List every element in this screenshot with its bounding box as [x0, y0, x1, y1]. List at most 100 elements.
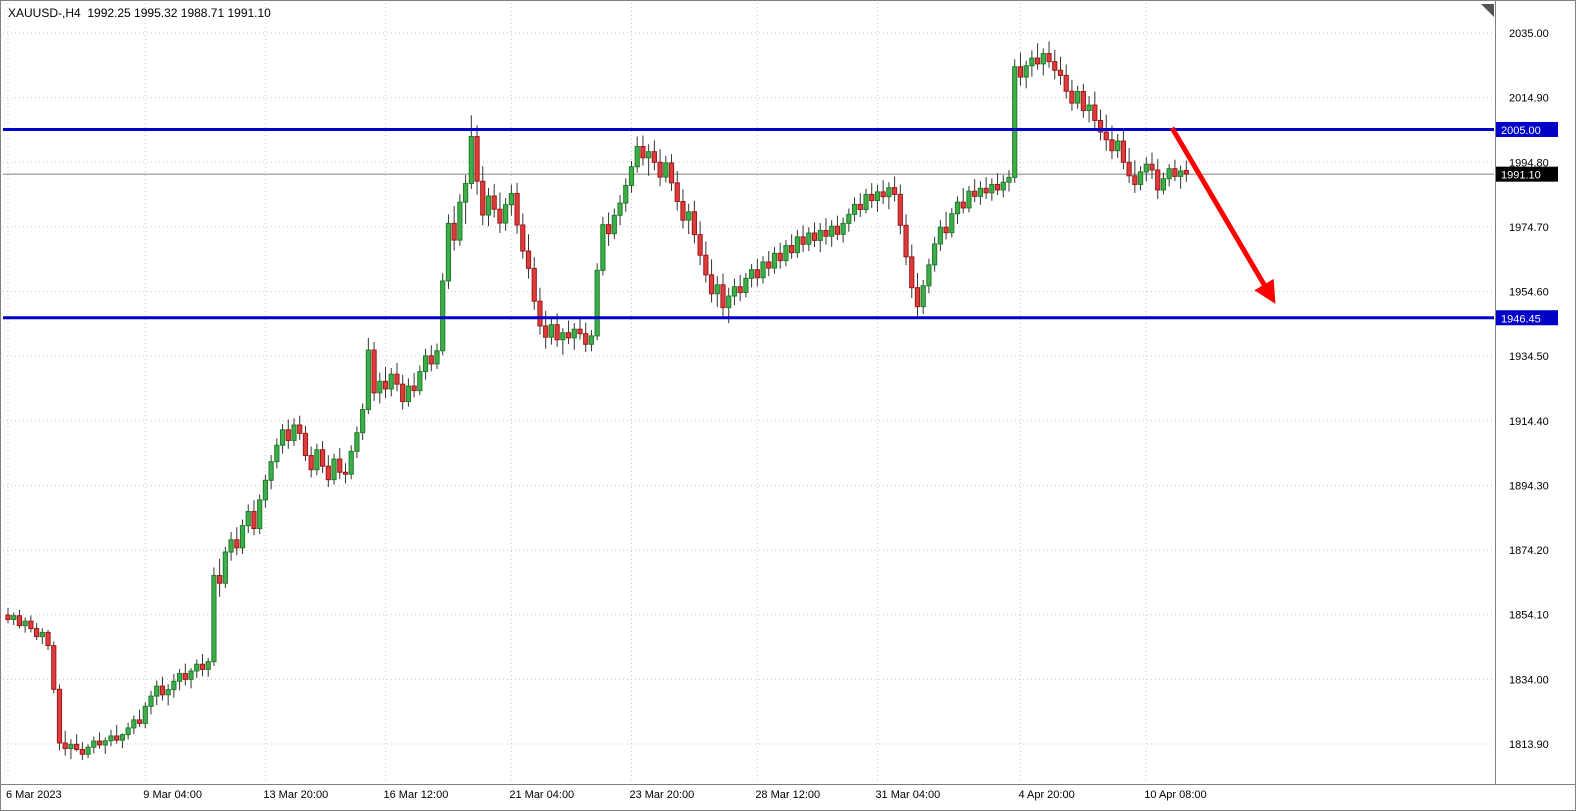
candle-body-bull [268, 461, 274, 481]
candle-body-bear [1063, 74, 1069, 92]
candle-body-bear [342, 471, 349, 475]
resistance-price-label-text: 2005.00 [1501, 125, 1541, 137]
candle-body-bear [62, 742, 68, 749]
candle-body-bear [789, 245, 795, 254]
candle-body-bear [491, 195, 497, 210]
candle-body-bear [51, 645, 57, 690]
candle-body-bull [989, 183, 995, 194]
candle-body-bear [182, 673, 188, 680]
candle-body-bull [806, 232, 812, 245]
chart-symbol-ohlc-title: XAUUSD-,H4 1992.25 1995.32 1988.71 1991.… [8, 6, 271, 20]
candle-body-bull [422, 355, 429, 373]
candle-body-bull [165, 689, 171, 696]
candle-body-bear [514, 192, 520, 226]
x-axis-label: 9 Mar 04:00 [143, 789, 202, 801]
candle-body-bear [766, 261, 772, 269]
candle-body-bull [228, 539, 234, 553]
candle-body-bear [1120, 140, 1127, 163]
candle-body-bull [377, 380, 383, 394]
candle-body-bear [606, 224, 612, 235]
candle-body-bear [1017, 66, 1024, 78]
candle-body-bear [525, 250, 532, 269]
candle-body-bear [697, 234, 703, 256]
candle-body-bull [1023, 65, 1029, 78]
candle-body-bull [245, 510, 251, 527]
candle-body-bear [74, 743, 80, 750]
candle-body-bear [1069, 90, 1075, 104]
y-axis-label: 1834.00 [1509, 674, 1549, 686]
candle-body-bull [485, 195, 492, 216]
x-axis-label: 23 Mar 20:00 [629, 789, 694, 801]
candle-body-bear [651, 151, 657, 163]
candle-body-bear [451, 222, 457, 241]
candle-body-bull [11, 615, 17, 621]
candle-body-bear [880, 191, 886, 198]
candle-body-bull [365, 349, 371, 411]
candle-body-bull [194, 663, 200, 672]
candle-body-bull [405, 385, 411, 403]
candle-body-bear [1155, 169, 1161, 191]
candle-body-bull [1160, 178, 1167, 191]
candle-body-bull [851, 203, 858, 215]
candle-body-bear [737, 286, 743, 294]
candle-body-bear [297, 424, 303, 434]
candle-body-bear [114, 735, 120, 741]
candle-body-bull [611, 214, 617, 235]
candle-body-bear [234, 539, 240, 549]
candle-body-bear [5, 614, 11, 621]
candle-body-bull [388, 373, 394, 390]
candle-body-bull [954, 201, 961, 215]
candle-body-bull [440, 280, 446, 352]
candle-body-bull [1166, 168, 1172, 180]
candle-body-bear [909, 256, 915, 289]
candle-body-bear [674, 182, 680, 203]
candle-body-bear [337, 458, 343, 473]
candle-body-bull [503, 204, 509, 224]
candle-body-bear [554, 324, 560, 341]
candle-body-bull [239, 525, 246, 549]
x-axis-label: 13 Mar 20:00 [263, 789, 328, 801]
current-price-label: 1991.10 [1496, 166, 1558, 182]
candle-body-bear [914, 287, 921, 308]
candle-body-bull [594, 269, 600, 337]
candle-body-bull [863, 193, 869, 211]
candle-body-bull [794, 236, 800, 254]
candle-body-bear [1103, 131, 1109, 141]
y-axis-label: 1874.20 [1509, 545, 1549, 557]
candle-body-bull [886, 187, 892, 198]
candle-body-bull [360, 409, 366, 434]
candle-body-bear [16, 615, 23, 627]
candle-body-bear [972, 190, 978, 197]
candle-body-bull [354, 432, 360, 452]
candle-body-bull [1178, 170, 1184, 177]
candle-body-bear [691, 211, 697, 236]
candle-body-bull [274, 444, 280, 463]
candle-body-bull [291, 424, 297, 441]
trend-arrow[interactable] [1169, 126, 1276, 304]
candle-body-bear [428, 355, 434, 365]
candle-body-bear [251, 510, 257, 530]
candle-body-bear [640, 146, 646, 159]
candle-body-bear [577, 328, 583, 335]
candle-body-bull [977, 187, 983, 197]
candle-body-bull [966, 190, 972, 209]
candle-body-bull [348, 450, 354, 475]
candle-body-bull [257, 499, 263, 530]
y-axis-label: 2014.90 [1509, 93, 1549, 105]
candle-body-bear [136, 719, 143, 724]
candle-body-bull [468, 136, 474, 184]
candle-body-bull [548, 324, 554, 338]
candle-body-bull [1000, 181, 1006, 191]
candle-body-bear [497, 208, 503, 224]
current-price-label-text: 1991.10 [1501, 170, 1541, 182]
candle-body-bear [1057, 69, 1064, 76]
candle-body-bear [657, 161, 663, 178]
candle-body-bear [777, 252, 783, 262]
candle-body-bull [1075, 91, 1081, 104]
candle-body-bear [943, 226, 949, 234]
candle-body-bear [708, 274, 715, 295]
y-axis-label: 1813.90 [1509, 739, 1549, 751]
candle-body-bull [749, 269, 755, 279]
